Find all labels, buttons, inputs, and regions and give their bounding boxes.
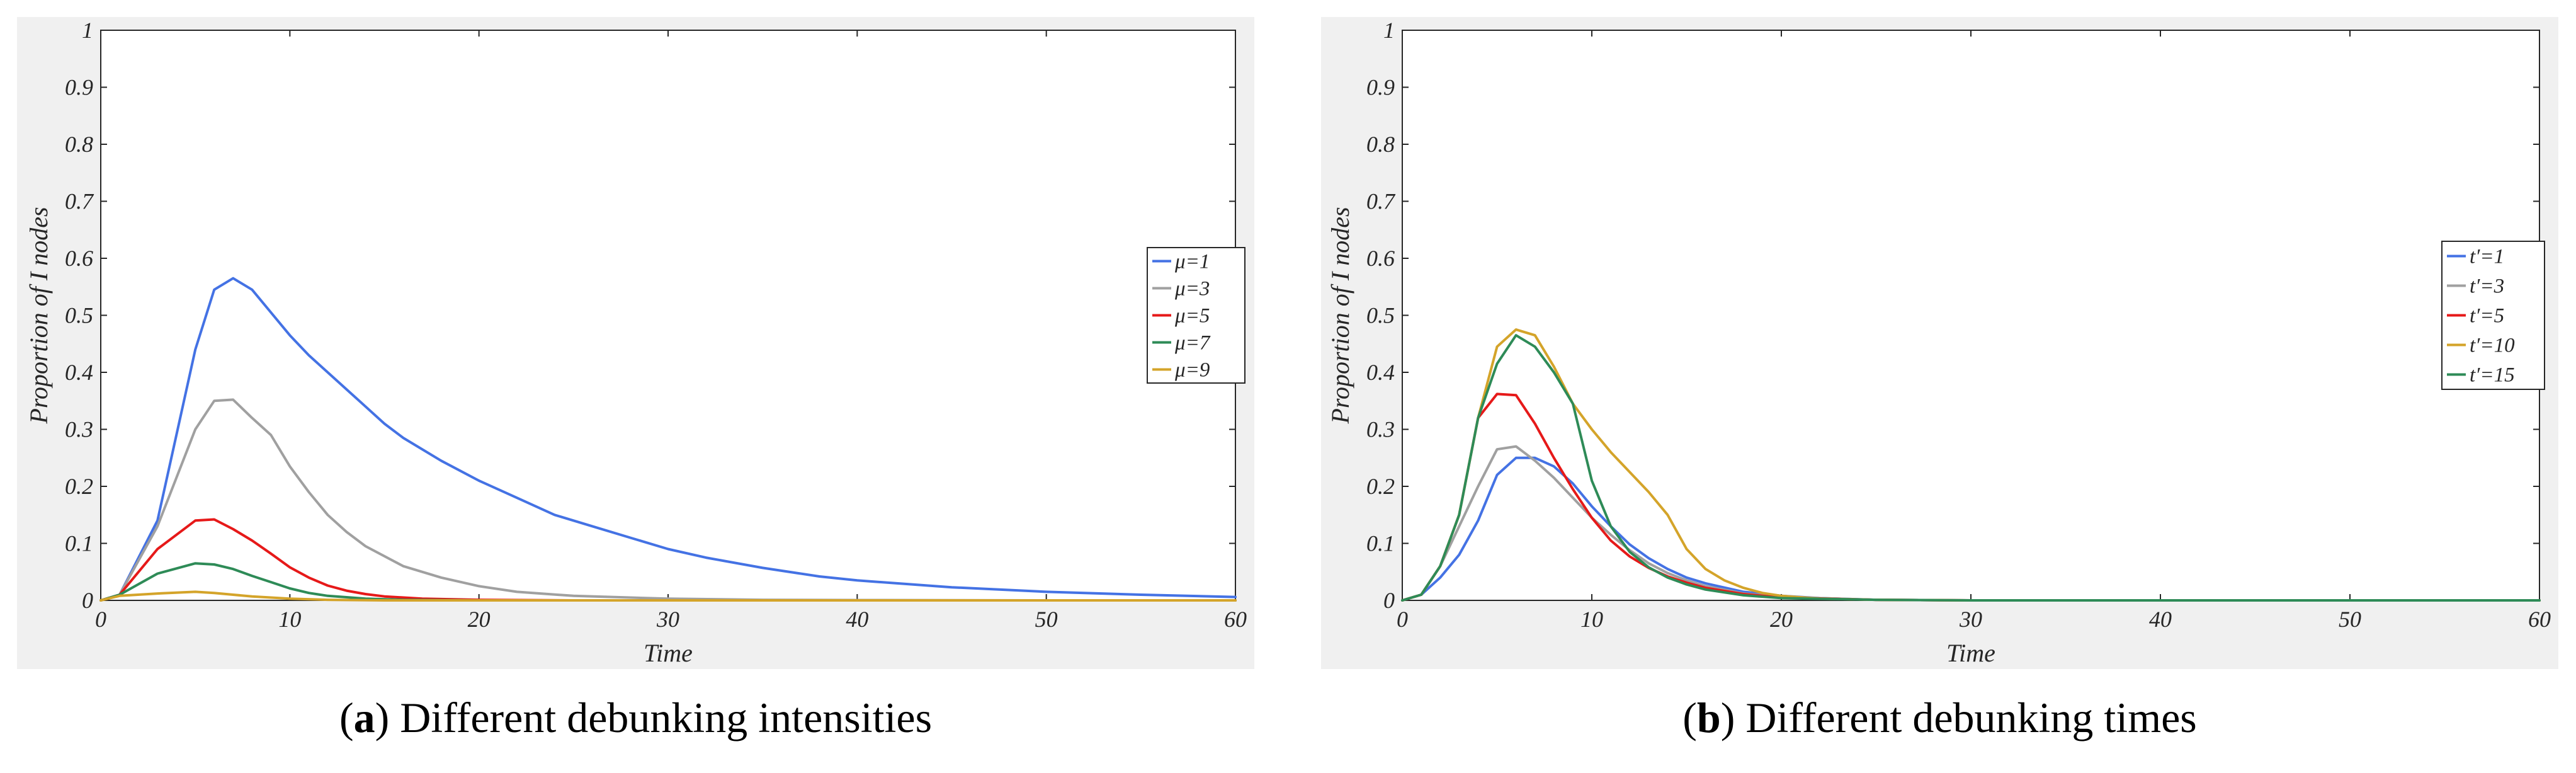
x-tick-label: 60: [1224, 607, 1247, 632]
legend-entry-label: t′=1: [2470, 246, 2504, 268]
legend-entry-label: μ=9: [1174, 359, 1210, 382]
x-tick-label: 0: [1397, 607, 1408, 632]
y-tick-label: 1: [82, 18, 93, 43]
y-tick-label: 1: [1383, 18, 1395, 43]
x-tick-label: 40: [2149, 607, 2172, 632]
y-tick-label: 0.2: [65, 474, 93, 499]
legend-entry-label: μ=7: [1174, 332, 1211, 355]
caption-label: b: [1696, 694, 1721, 742]
x-axis-label: Time: [644, 639, 693, 667]
x-tick-label: 0: [95, 607, 106, 632]
series-line-5: [99, 590, 1237, 602]
y-tick-label: 0.6: [65, 246, 93, 271]
x-tick-label: 30: [1959, 607, 1982, 632]
x-tick-label: 60: [2528, 607, 2551, 632]
x-tick-label: 20: [468, 607, 491, 632]
chart-panel-b: 00.10.20.30.40.50.60.70.80.910 10 20 30 40 50…: [1321, 17, 2558, 669]
series-line-5: [1401, 334, 2541, 602]
y-tick-label: 0.9: [65, 75, 93, 100]
legend-entry-label: t′=10: [2470, 335, 2515, 357]
x-tick-label: 50: [1035, 607, 1058, 632]
x-tick-label: 40: [846, 607, 868, 632]
legend-entry-label: μ=1: [1174, 251, 1210, 273]
series-line-1: [99, 277, 1237, 602]
y-tick-label: 0.7: [1366, 189, 1396, 214]
y-tick-label: 0.3: [65, 417, 93, 442]
x-tick-label: 10: [278, 607, 301, 632]
y-tick-label: 0.2: [1366, 474, 1395, 499]
x-tick-label: 50: [2339, 607, 2361, 632]
y-tick-label: 0.4: [65, 360, 93, 385]
legend-entry-label: t′=15: [2470, 364, 2515, 387]
y-tick-label: 0.6: [1366, 246, 1395, 271]
legend-entry-label: t′=5: [2470, 305, 2504, 328]
caption-panel-b: (b) Different debunking times: [1682, 694, 2197, 742]
y-tick-label: 0.9: [1366, 75, 1395, 100]
y-axis-label: Proportion of I nodes: [1326, 207, 1354, 424]
x-tick-label: 30: [656, 607, 679, 632]
x-tick-label: 10: [1580, 607, 1603, 632]
plot-area: [1402, 30, 2540, 601]
caption-panel-a: (a) Different debunking intensities: [339, 694, 933, 742]
legend-entry-label: μ=5: [1174, 305, 1210, 328]
caption-text: ) Different debunking times: [1720, 694, 2197, 742]
x-tick-label: 20: [1770, 607, 1793, 632]
y-tick-label: 0: [82, 588, 93, 613]
legend-entry-label: t′=3: [2470, 275, 2504, 298]
chart-panel-a: 00.10.20.30.40.50.60.70.80.910 10 20 30 40 50…: [17, 17, 1254, 669]
y-tick-label: 0.8: [65, 132, 93, 157]
caption-label: a: [353, 694, 375, 742]
y-tick-label: 0.1: [65, 531, 93, 556]
y-axis-label: Proportion of I nodes: [25, 207, 53, 424]
series-line-2: [99, 398, 1237, 602]
plot-area: [100, 30, 1236, 601]
y-tick-label: 0.5: [1366, 303, 1395, 328]
y-tick-label: 0.7: [65, 189, 94, 214]
y-tick-label: 0.3: [1366, 417, 1395, 442]
y-tick-label: 0.8: [1366, 132, 1395, 157]
caption-text: ) Different debunking intensities: [375, 694, 933, 742]
x-axis-label: Time: [1946, 639, 1995, 667]
legend-entry-label: μ=3: [1174, 278, 1210, 301]
y-tick-label: 0: [1383, 588, 1395, 613]
y-tick-label: 0.5: [65, 303, 93, 328]
y-tick-label: 0.4: [1366, 360, 1395, 385]
y-tick-label: 0.1: [1366, 531, 1395, 556]
